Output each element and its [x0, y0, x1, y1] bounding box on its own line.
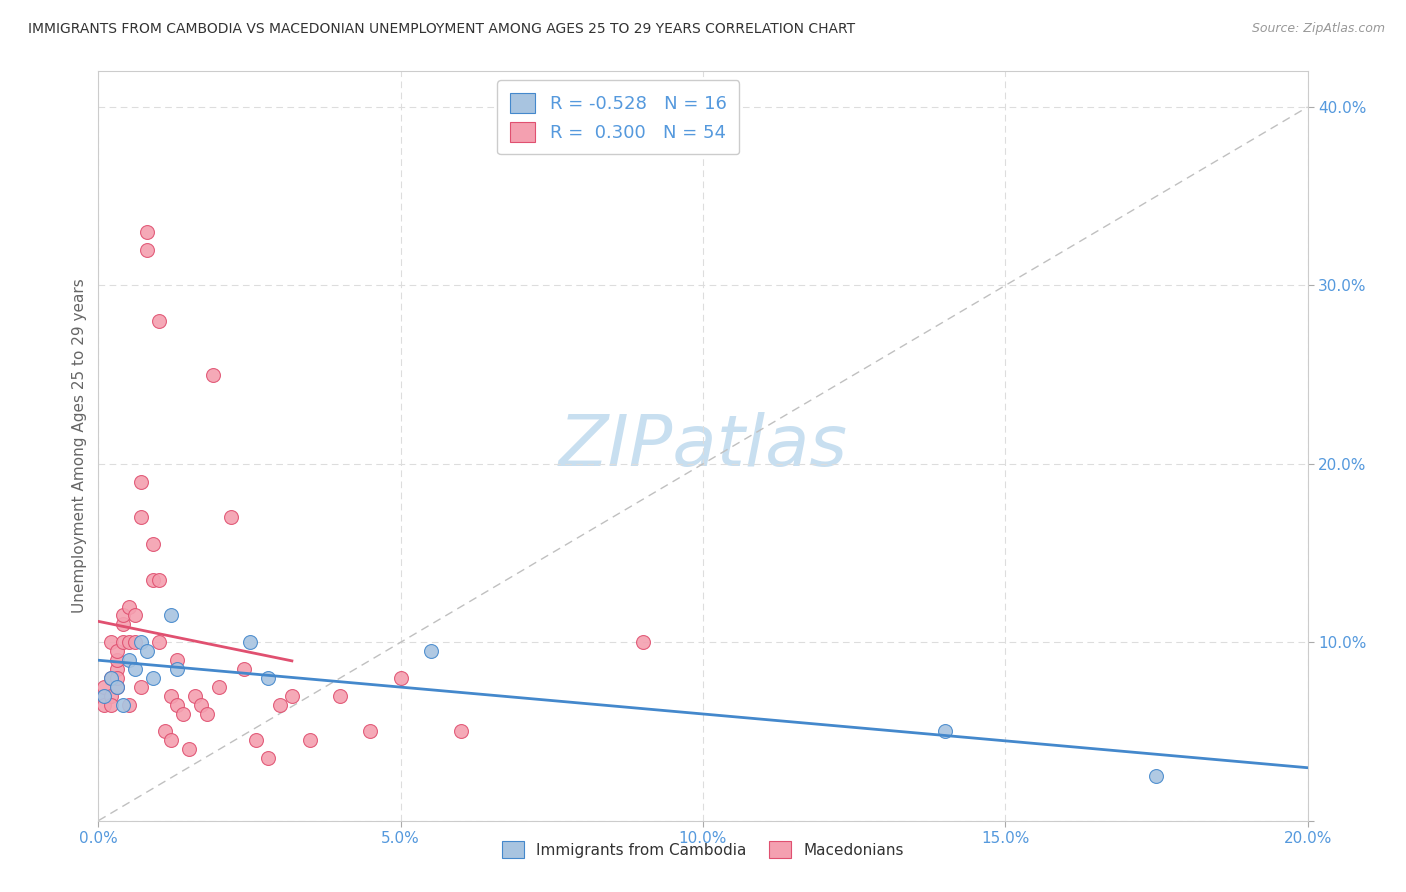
- Point: [129, 510, 152, 524]
- Point: [105, 653, 128, 667]
- Point: [166, 698, 188, 712]
- Point: [93, 689, 115, 703]
- Point: [245, 733, 267, 747]
- Point: [93, 680, 115, 694]
- Text: IMMIGRANTS FROM CAMBODIA VS MACEDONIAN UNEMPLOYMENT AMONG AGES 25 TO 29 YEARS CO: IMMIGRANTS FROM CAMBODIA VS MACEDONIAN U…: [28, 22, 855, 37]
- Point: [281, 689, 304, 703]
- Y-axis label: Unemployment Among Ages 25 to 29 years: Unemployment Among Ages 25 to 29 years: [72, 278, 87, 614]
- Point: [105, 671, 128, 685]
- Point: [100, 671, 122, 685]
- Point: [142, 537, 165, 551]
- Point: [202, 368, 225, 382]
- Point: [256, 671, 278, 685]
- Point: [153, 724, 176, 739]
- Point: [420, 644, 443, 658]
- Point: [142, 671, 165, 685]
- Point: [124, 662, 146, 676]
- Point: [111, 635, 134, 649]
- Point: [360, 724, 382, 739]
- Point: [118, 653, 141, 667]
- Point: [135, 243, 157, 257]
- Point: [1144, 769, 1167, 783]
- Point: [148, 573, 170, 587]
- Point: [111, 617, 134, 632]
- Point: [100, 689, 122, 703]
- Point: [105, 644, 128, 658]
- Point: [631, 635, 654, 649]
- Point: [142, 573, 165, 587]
- Point: [269, 698, 291, 712]
- Point: [118, 698, 141, 712]
- Point: [195, 706, 218, 721]
- Point: [93, 689, 115, 703]
- Point: [239, 635, 262, 649]
- Point: [450, 724, 472, 739]
- Point: [190, 698, 212, 712]
- Point: [129, 475, 152, 489]
- Point: [232, 662, 254, 676]
- Point: [129, 635, 152, 649]
- Point: [100, 635, 122, 649]
- Point: [100, 671, 122, 685]
- Point: [105, 680, 128, 694]
- Point: [111, 608, 134, 623]
- Legend: Immigrants from Cambodia, Macedonians: Immigrants from Cambodia, Macedonians: [495, 833, 911, 865]
- Text: Source: ZipAtlas.com: Source: ZipAtlas.com: [1251, 22, 1385, 36]
- Point: [172, 706, 194, 721]
- Point: [221, 510, 243, 524]
- Point: [111, 698, 134, 712]
- Point: [160, 608, 183, 623]
- Point: [129, 680, 152, 694]
- Point: [179, 742, 201, 756]
- Point: [160, 689, 183, 703]
- Point: [256, 751, 278, 765]
- Point: [299, 733, 322, 747]
- Point: [148, 314, 170, 328]
- Point: [208, 680, 231, 694]
- Point: [124, 608, 146, 623]
- Point: [160, 733, 183, 747]
- Text: ZIPatlas: ZIPatlas: [558, 411, 848, 481]
- Point: [93, 698, 115, 712]
- Point: [100, 698, 122, 712]
- Point: [329, 689, 352, 703]
- Point: [135, 225, 157, 239]
- Point: [166, 653, 188, 667]
- Point: [105, 662, 128, 676]
- Point: [105, 680, 128, 694]
- Point: [184, 689, 207, 703]
- Point: [389, 671, 412, 685]
- Point: [934, 724, 956, 739]
- Point: [118, 635, 141, 649]
- Point: [124, 635, 146, 649]
- Point: [148, 635, 170, 649]
- Point: [135, 644, 157, 658]
- Point: [166, 662, 188, 676]
- Point: [118, 599, 141, 614]
